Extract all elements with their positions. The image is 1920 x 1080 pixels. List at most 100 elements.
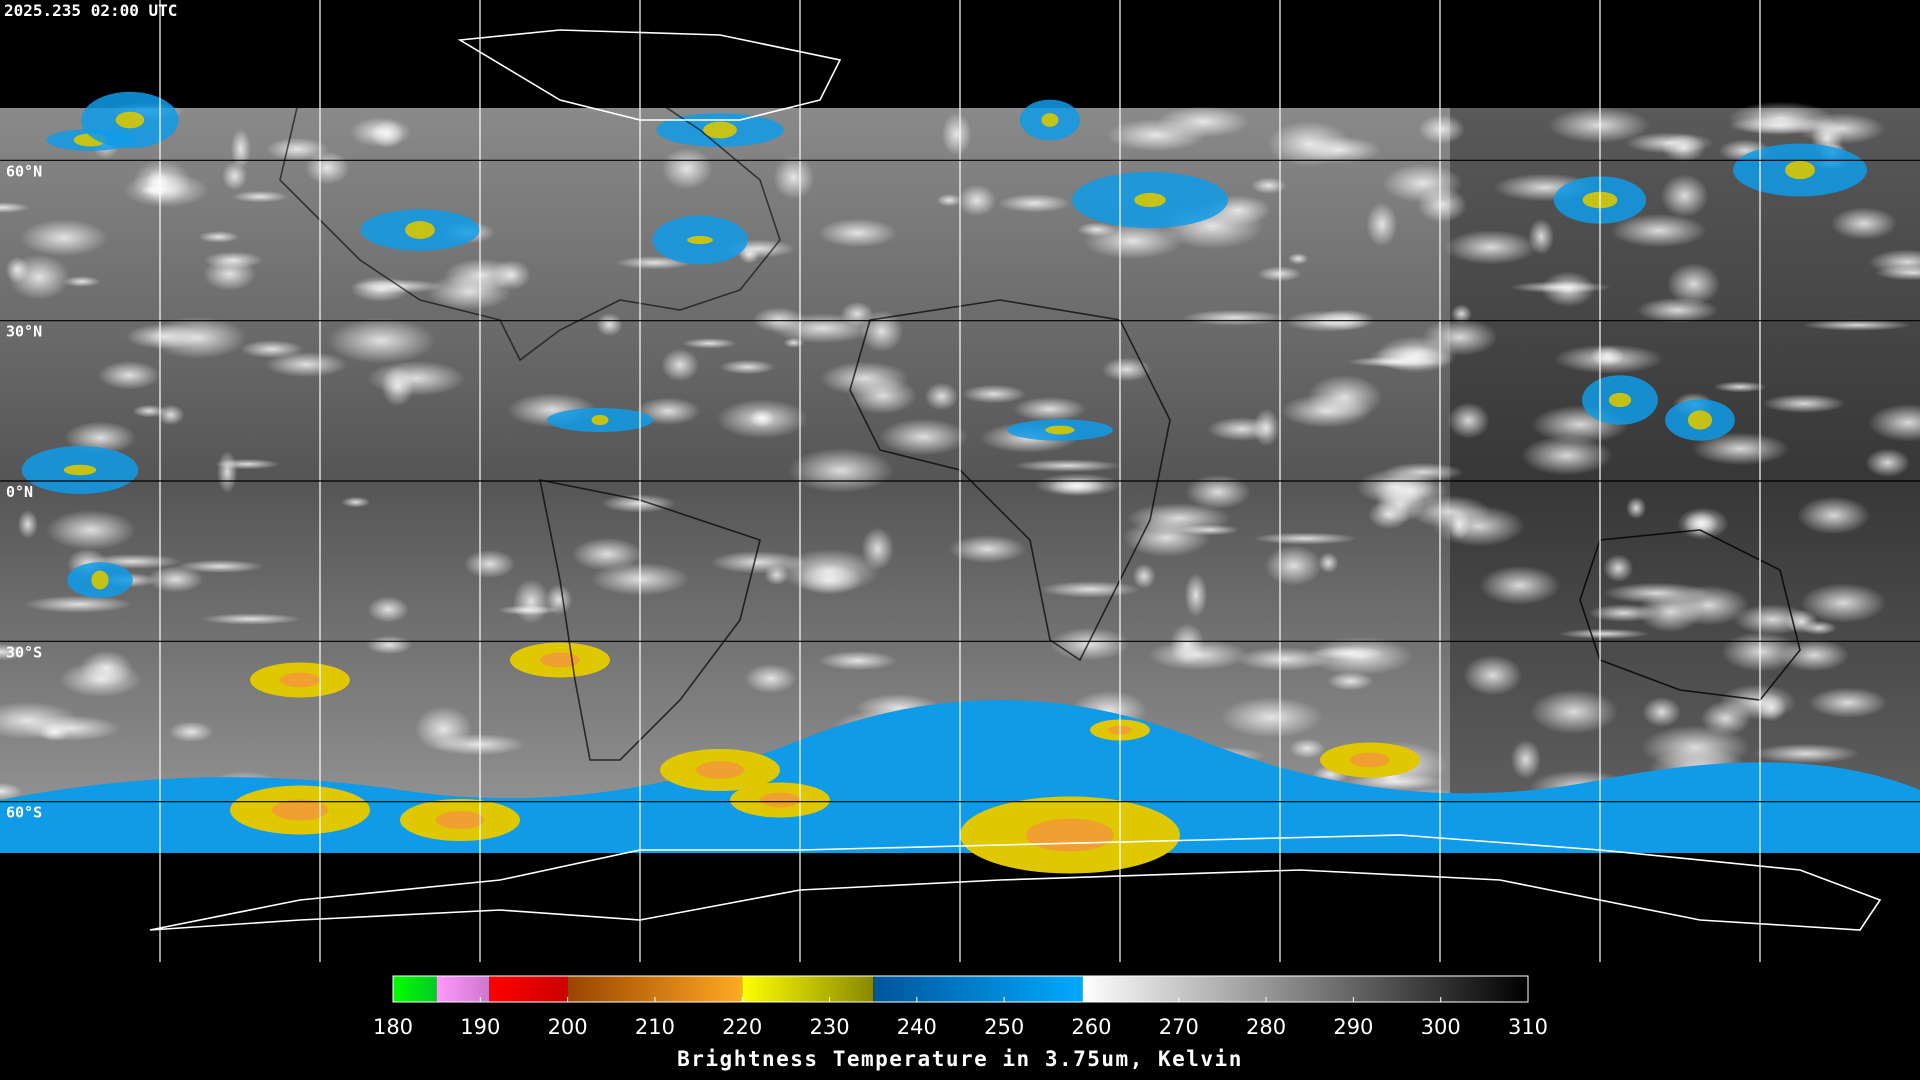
cloud: [80, 650, 133, 686]
cloud: [132, 159, 192, 204]
cloud: [719, 359, 776, 375]
cloud: [661, 147, 713, 190]
very-cold-cloud: [63, 464, 97, 476]
cloud: [1039, 581, 1141, 598]
cloud: [1808, 687, 1888, 719]
cloud: [341, 496, 371, 508]
cloud: [1666, 262, 1721, 306]
cloud: [1347, 773, 1445, 791]
cloud: [265, 137, 329, 162]
cloud: [214, 458, 280, 470]
cloud: [682, 338, 738, 349]
cloud: [545, 584, 573, 615]
very-cold-cloud: [1687, 410, 1713, 430]
cloud: [1588, 604, 1660, 622]
cloud: [788, 447, 895, 493]
cloud: [1316, 309, 1376, 331]
cloud: [1721, 631, 1801, 672]
cloud: [45, 509, 136, 551]
colorbar-segment: [873, 976, 1083, 1002]
cloud: [17, 510, 38, 539]
cloud: [1626, 496, 1647, 520]
cloud: [1660, 174, 1709, 218]
cloud: [1558, 628, 1650, 639]
very-cold-cloud: [591, 414, 609, 426]
cloud: [1327, 671, 1374, 691]
colorbar-tick-label: 250: [984, 1015, 1024, 1039]
colorbar-tick-label: 210: [635, 1015, 675, 1039]
cloud: [1184, 573, 1208, 617]
cloud: [716, 399, 809, 439]
cloud: [941, 112, 972, 156]
cloud: [1797, 496, 1871, 535]
cloud: [1553, 344, 1664, 374]
cloud: [1382, 163, 1463, 203]
cloud: [1288, 738, 1326, 759]
cloud: [327, 317, 436, 364]
cloud: [818, 650, 897, 671]
very-cold-cloud: [1784, 160, 1816, 180]
graticule: 60°N 30°N 0°N 30°S 60°S: [6, 0, 1761, 962]
cloud: [1691, 432, 1790, 466]
cloud: [217, 450, 238, 494]
colorbar-segment: [1082, 976, 1528, 1002]
cloud: [1640, 725, 1751, 770]
timestamp: 2025.235 02:00 UTC: [4, 1, 177, 20]
very-cold-cloud: [687, 235, 713, 245]
cloud: [305, 151, 350, 185]
cloud: [1868, 249, 1920, 275]
cloud: [97, 360, 161, 390]
cloud: [817, 218, 898, 248]
cloud: [1013, 396, 1087, 422]
cloud: [596, 312, 623, 337]
cloud: [512, 579, 550, 624]
latitude-label: 60°S: [6, 804, 42, 822]
colorbar-tick-label: 180: [373, 1015, 413, 1039]
cloud: [600, 494, 677, 513]
colorbar-tick-label: 200: [548, 1015, 588, 1039]
cloud: [265, 351, 348, 378]
cloud: [998, 193, 1071, 213]
cloud: [1105, 119, 1207, 152]
cloud: [367, 596, 410, 623]
cloud: [1661, 133, 1706, 163]
colorbar-tick-label: 290: [1333, 1015, 1373, 1039]
cloud: [1520, 435, 1613, 476]
colorbar-frame: [392, 975, 1529, 1003]
cloud: [1236, 647, 1332, 672]
cloud: [21, 715, 121, 742]
cloud: [1418, 114, 1466, 145]
colorbar-tick-label: 190: [460, 1015, 500, 1039]
storm-core-center: [696, 761, 744, 779]
cloud: [1207, 417, 1277, 442]
cloud: [168, 721, 214, 743]
cloud: [783, 337, 804, 348]
cloud: [1264, 545, 1322, 586]
colorbar-tick-label: 240: [897, 1015, 937, 1039]
cloud: [1610, 213, 1707, 248]
cloud: [752, 307, 806, 333]
latitude-label: 30°S: [6, 643, 42, 661]
cloud: [1800, 582, 1887, 623]
cloud: [1013, 459, 1123, 473]
colorbar-title: Brightness Temperature in 3.75um, Kelvin: [677, 1047, 1243, 1071]
cloud: [23, 595, 133, 613]
colorbar-segment: [489, 976, 568, 1002]
coastlines: [149, 29, 1882, 931]
cloud: [230, 128, 251, 169]
cloud: [198, 231, 240, 243]
cloud: [62, 276, 101, 287]
cloud: [1865, 448, 1911, 478]
cloud: [924, 382, 959, 411]
cloud: [1510, 739, 1541, 780]
cloud: [64, 421, 137, 455]
colorbar: 180 190 200 210 220 230 240 250 260 270 280 290 300 3…: [373, 975, 1548, 1039]
cloud: [1101, 357, 1152, 382]
storm-core-center: [1350, 752, 1390, 768]
colorbar-tick-label: 300: [1421, 1015, 1461, 1039]
cloud: [1307, 374, 1383, 420]
colorbar-tick-label: 280: [1246, 1015, 1286, 1039]
very-cold-cloud: [1041, 113, 1059, 127]
cloud: [1356, 469, 1435, 505]
